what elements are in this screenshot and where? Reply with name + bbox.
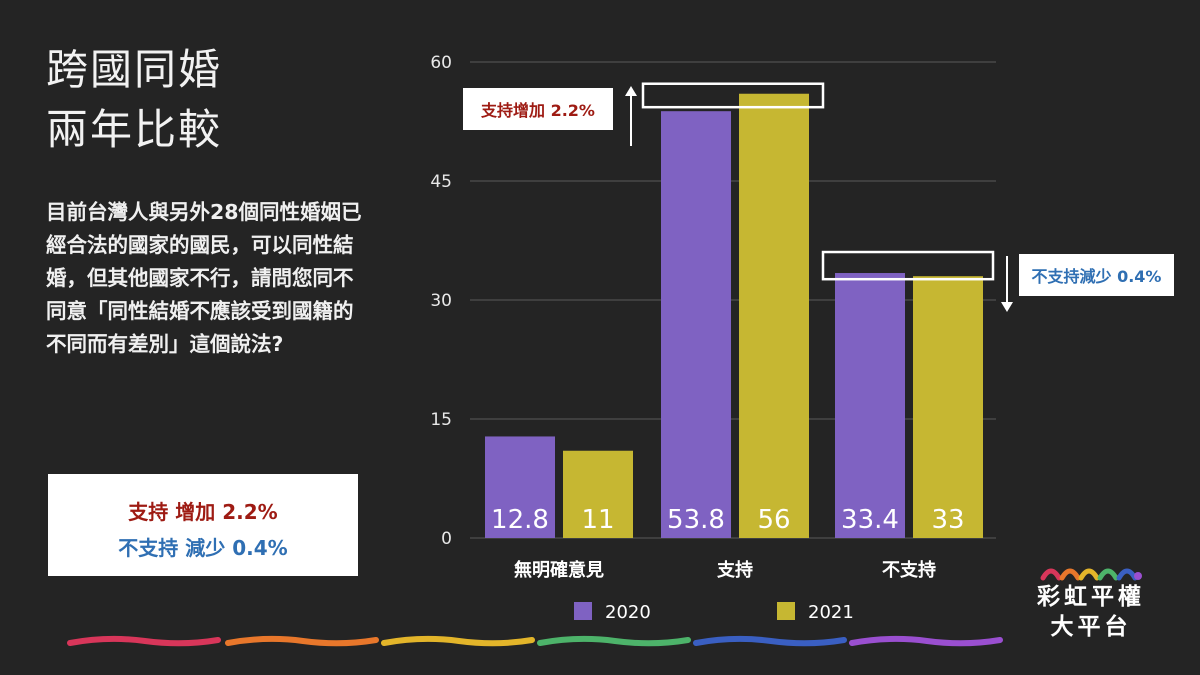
bar-2020 [835,273,905,538]
logo-arc-icon [1116,568,1138,581]
y-tick-label: 60 [430,53,452,73]
support-change-callout: 支持增加 2.2% [463,88,613,130]
title-line-1: 跨國同婚 [46,45,223,94]
logo-dot-icon [1134,572,1142,580]
x-category-label: 不支持 [882,559,936,581]
title-line-2: 兩年比較 [46,105,223,154]
rainbow-stroke [225,635,379,647]
rainbow-stroke [849,635,1003,647]
bar-2021 [563,450,633,538]
legend-swatch [574,602,592,620]
rainbow-stroke [381,635,535,647]
x-category-label: 無明確意見 [514,559,604,581]
oppose-change-label: 不支持減少 0.4% [1031,267,1162,286]
data-label: 33 [931,505,964,535]
oppose-change-callout: 不支持減少 0.4% [1019,254,1174,296]
data-label: 53.8 [667,505,725,535]
y-tick-label: 45 [430,172,452,192]
rainbow-stroke [67,635,221,647]
logo-arc-icon [1078,568,1100,581]
bar-2021 [739,93,809,538]
bar-2020 [661,111,731,538]
legend-swatch [777,602,795,620]
rainbow-stroke [537,635,691,647]
data-label: 33.4 [841,505,899,535]
data-label: 12.8 [491,505,549,535]
logo-arc-icon [1097,568,1119,581]
legend-label: 2021 [808,602,854,623]
bar-2020 [485,436,555,538]
data-label: 11 [581,505,614,535]
data-label: 56 [757,505,790,535]
y-tick-label: 30 [430,291,452,311]
x-category-label: 支持 [716,559,753,581]
rainbow-stroke [693,635,847,647]
brand-line-2: 大平台 [1050,614,1132,640]
up-arrow-head-icon [625,86,637,96]
down-arrow-head-icon [1001,302,1013,312]
brand-logo: 彩虹平權 大平台 [1036,566,1146,642]
legend-label: 2020 [605,602,651,623]
bar-2021 [913,276,983,538]
slide-title: 跨國同婚 兩年比較 [46,40,222,160]
brand-line-1: 彩虹平權 [1037,584,1145,610]
summary-oppose: 不支持 減少 0.4% [118,536,288,560]
support-change-outline [641,82,825,109]
oppose-change-outline [821,250,995,281]
y-tick-label: 0 [441,529,452,549]
summary-box: 支持 增加 2.2% 不支持 減少 0.4% [48,474,358,576]
support-change-label: 支持增加 2.2% [481,101,595,120]
survey-question: 目前台灣人與另外28個同性婚姻已經合法的國家的國民，可以同性結婚，但其他國家不行… [46,200,362,356]
summary-support: 支持 增加 2.2% [128,500,278,524]
y-tick-label: 15 [430,410,452,430]
logo-arc-icon [1059,568,1081,581]
logo-arc-icon [1040,568,1062,581]
